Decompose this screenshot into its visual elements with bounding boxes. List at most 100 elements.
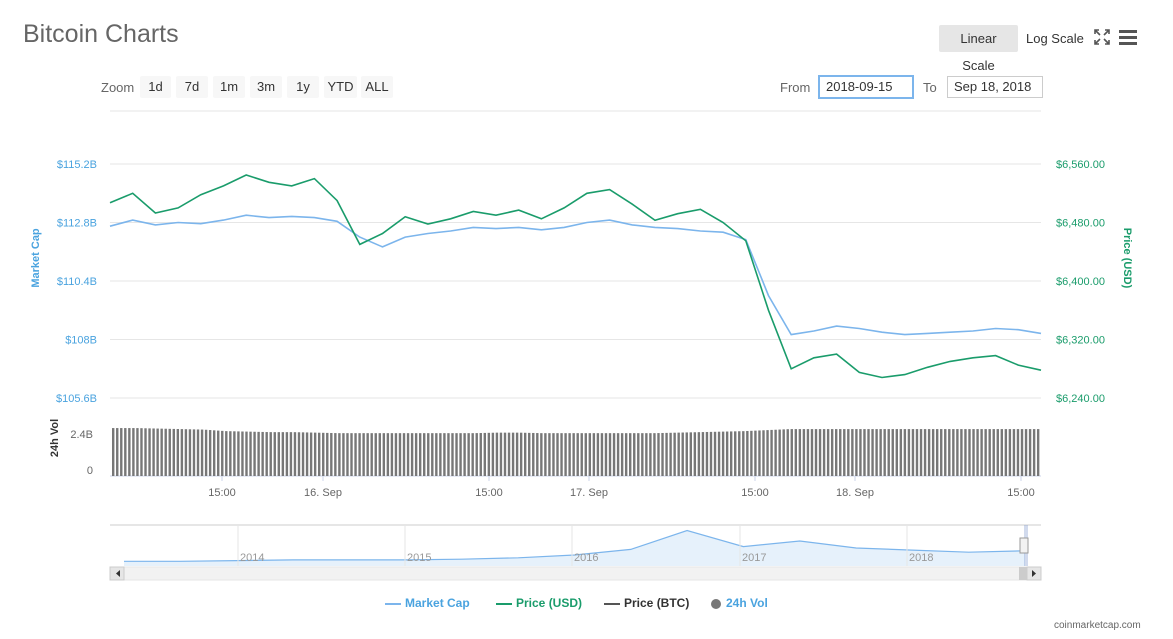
x-tick-label: 17. Sep [570, 487, 608, 499]
volume-bar [322, 432, 325, 476]
volume-bar [790, 429, 793, 476]
volume-bar [633, 433, 636, 476]
volume-bar [754, 430, 757, 476]
volume-bar [188, 429, 192, 476]
zoom-7d-button[interactable]: 7d [176, 76, 208, 98]
volume-bar [1036, 429, 1040, 476]
volume-bar [899, 429, 903, 476]
navigator-line [124, 529, 1026, 562]
volume-bar [895, 429, 898, 476]
volume-bar [439, 433, 442, 476]
volume-bar [427, 433, 430, 476]
volume-bar [402, 433, 406, 476]
volume-bar [669, 432, 672, 476]
volume-bar [144, 428, 147, 476]
zoom-1m-button[interactable]: 1m [213, 76, 245, 98]
linear-scale-button[interactable]: Linear Scale [939, 25, 1018, 73]
zoom-all-button[interactable]: ALL [361, 76, 393, 98]
volume-bar [629, 433, 632, 476]
volume-bar [326, 432, 329, 476]
volume-bar [370, 433, 373, 476]
volume-bar [237, 431, 240, 476]
legend-price-usd[interactable]: Price (USD) [496, 596, 582, 610]
legend-24h-vol[interactable]: 24h Vol [711, 596, 768, 610]
volume-bar [822, 429, 826, 476]
legend-market-cap[interactable]: Market Cap [385, 596, 470, 610]
volume-bar [657, 433, 660, 476]
volume-bar [386, 433, 390, 476]
zoom-label: Zoom [101, 80, 135, 95]
page-title: Bitcoin Charts [23, 20, 179, 48]
volume-bar [156, 428, 159, 476]
scroll-right-icon [1032, 570, 1036, 577]
volume-bar [301, 432, 305, 476]
volume-bar [1012, 429, 1016, 476]
zoom-3m-button[interactable]: 3m [250, 76, 282, 98]
volume-bar [1016, 429, 1020, 476]
volume-bar [495, 432, 499, 476]
volume-bar [964, 429, 967, 476]
volume-bar [883, 429, 886, 476]
fullscreen-icon[interactable] [1093, 28, 1111, 46]
volume-bar [738, 431, 741, 476]
volume-bar [766, 430, 769, 476]
volume-bar [758, 430, 761, 476]
volume-bar [818, 429, 822, 476]
volume-bar [168, 428, 171, 476]
volume-bar [604, 433, 608, 476]
volume-bar [463, 433, 466, 476]
volume-bar [742, 431, 745, 476]
volume-bar [725, 431, 729, 476]
volume-bar [798, 429, 802, 476]
zoom-1y-button[interactable]: 1y [287, 76, 319, 98]
volume-bar [447, 433, 450, 476]
volume-bar [992, 429, 995, 476]
scrollbar-thumb [1019, 567, 1027, 580]
legend-label: Market Cap [405, 596, 470, 610]
volume-bar [1000, 429, 1004, 476]
volume-bar [552, 433, 555, 476]
volume-bar [128, 428, 131, 476]
volume-bar [875, 429, 878, 476]
log-scale-button[interactable]: Log Scale [1026, 31, 1084, 46]
zoom-1d-button[interactable]: 1d [140, 76, 171, 98]
volume-bar [152, 428, 155, 476]
credit-link[interactable]: coinmarketcap.com [1054, 620, 1141, 631]
volume-bar [451, 433, 454, 476]
volume-bar [261, 431, 264, 476]
volume-bar [996, 429, 999, 476]
to-date-input[interactable]: Sep 18, 2018 [947, 76, 1043, 98]
price-usd-line [109, 174, 1042, 379]
volume-bar [701, 432, 705, 476]
volume-bar [843, 429, 846, 476]
volume-bar [112, 428, 115, 476]
volume-bar [503, 432, 507, 476]
volume-bar [116, 428, 119, 476]
volume-bar [847, 429, 850, 476]
volume-bar [196, 429, 200, 476]
legend-price-btc[interactable]: Price (BTC) [604, 596, 689, 610]
x-tick-label: 15:00 [475, 487, 503, 499]
volume-bar [1020, 429, 1024, 476]
volume-bar [960, 429, 963, 476]
volume-bar [935, 429, 939, 476]
volume-bar [277, 432, 281, 476]
volume-bar [540, 433, 543, 476]
from-date-input[interactable]: 2018-09-15 [818, 75, 914, 99]
menu-icon[interactable] [1119, 28, 1137, 46]
volume-bar [572, 433, 575, 476]
volume-bar [160, 428, 163, 476]
volume-bar [229, 431, 232, 476]
volume-bar [762, 430, 765, 476]
volume-bar [624, 433, 628, 476]
right-axis-title: Price (USD) [1121, 228, 1133, 289]
volume-bar [285, 432, 289, 476]
navigator-area [124, 530, 1025, 566]
zoom-ytd-button[interactable]: YTD [324, 76, 357, 98]
volume-bar [786, 429, 789, 476]
volume-bar [176, 429, 180, 476]
volume-bar [814, 429, 818, 476]
volume-bar [911, 429, 915, 476]
volume-bar [927, 429, 931, 476]
volume-bar [721, 431, 725, 476]
